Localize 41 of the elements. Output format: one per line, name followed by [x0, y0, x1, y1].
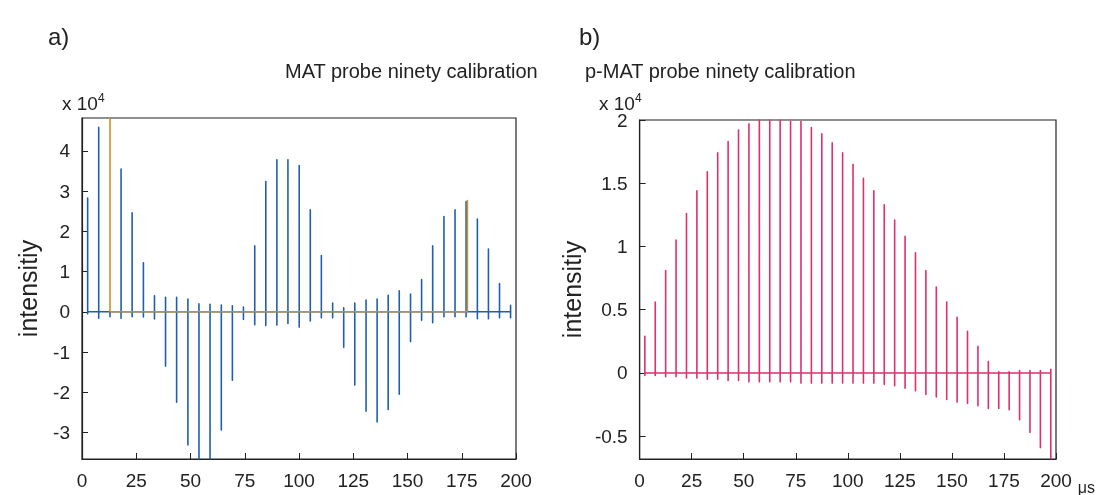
- chart-title: MAT probe ninety calibration: [285, 60, 538, 82]
- y-tick-label: -2: [53, 381, 70, 403]
- x-tick-label: 100: [283, 470, 315, 491]
- x-tick-label: 25: [681, 470, 703, 491]
- x-tick-label: 50: [733, 470, 755, 491]
- y-tick-label: 1.5: [601, 172, 628, 194]
- x-tick-label: 200: [500, 470, 532, 491]
- y-tick-label: 0: [617, 362, 628, 384]
- y-tick-label: 0: [59, 301, 70, 323]
- x-tick-label: 100: [831, 470, 864, 491]
- x-tick-label: 200: [1040, 470, 1072, 491]
- chart-title: p-MAT probe ninety calibration: [585, 60, 856, 82]
- text: a): [48, 22, 70, 50]
- y-tick-label: -0.5: [594, 425, 628, 447]
- x-tick-label: 75: [234, 470, 256, 491]
- line-series: [86, 126, 512, 460]
- x-tick-label: 0: [634, 470, 645, 491]
- y-tick-label: 0.5: [601, 299, 628, 321]
- y-tick-label: -1: [53, 341, 70, 363]
- x-tick-label: 150: [391, 470, 424, 491]
- y-tick-label: 2: [617, 109, 628, 131]
- line-series: [644, 119, 1052, 460]
- y-tick-label: 1: [59, 261, 70, 283]
- x-tick-label: 125: [884, 470, 916, 491]
- y-axis-title: intensitiy: [557, 240, 586, 339]
- y-tick-label: 3: [59, 180, 70, 202]
- text: b): [579, 22, 601, 50]
- y-tick-label: 4: [59, 140, 71, 162]
- x-axis-title: μs: [1077, 478, 1095, 495]
- y-tick-label: 2: [59, 220, 70, 242]
- x-tick-label: 175: [988, 470, 1020, 491]
- x-tick-label: 50: [179, 470, 202, 491]
- x-tick-label: 25: [125, 470, 147, 491]
- x-tick-label: 75: [785, 470, 807, 491]
- x-tick-label: 0: [76, 470, 88, 491]
- y-tick-label: -3: [53, 421, 70, 443]
- x-tick-label: 175: [445, 470, 478, 491]
- y-tick-label: 1: [617, 235, 628, 257]
- x-tick-label: 125: [337, 470, 370, 491]
- y-axis-title: intensitiy: [13, 239, 42, 338]
- x-tick-label: 150: [936, 470, 968, 491]
